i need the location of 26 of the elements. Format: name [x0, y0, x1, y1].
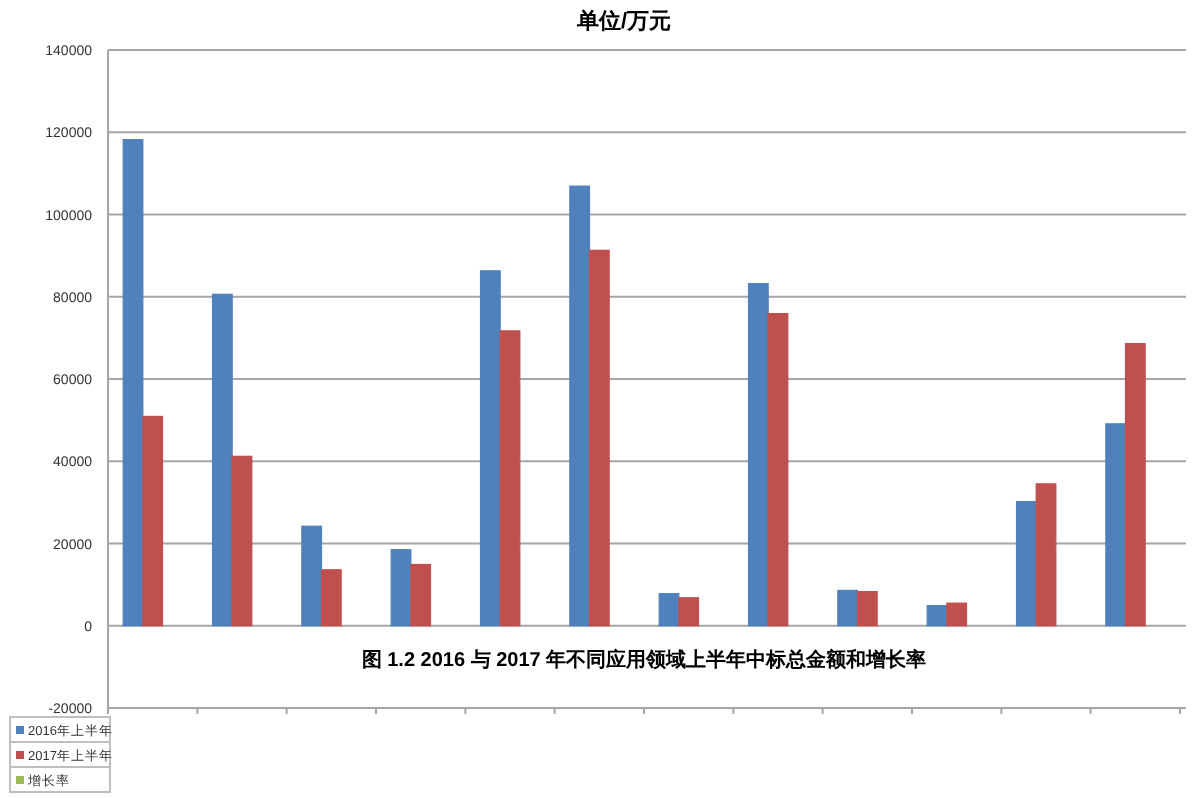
bar	[837, 589, 859, 627]
bar	[658, 593, 680, 627]
bar	[211, 293, 233, 627]
bar	[301, 525, 323, 627]
bar	[678, 597, 700, 627]
bar	[1105, 423, 1127, 627]
bar	[499, 330, 521, 627]
chart-title: 单位/万元	[574, 8, 672, 34]
bar	[479, 270, 501, 627]
bar	[142, 415, 164, 627]
bar	[320, 569, 342, 627]
bar	[1035, 483, 1057, 627]
bar	[946, 602, 968, 627]
bar	[390, 549, 412, 627]
bar	[747, 282, 769, 627]
bar	[926, 605, 948, 627]
bar	[1124, 343, 1146, 627]
bar	[1015, 500, 1037, 627]
bar	[231, 455, 253, 627]
bar	[767, 313, 789, 627]
bar	[122, 139, 144, 627]
bar	[856, 591, 878, 627]
bar	[588, 249, 610, 627]
bar	[410, 563, 432, 627]
bar	[569, 185, 591, 627]
annotation: 图 1.2 2016 与 2017 年不同应用领域上半年中标总金额和增长率	[361, 648, 927, 672]
